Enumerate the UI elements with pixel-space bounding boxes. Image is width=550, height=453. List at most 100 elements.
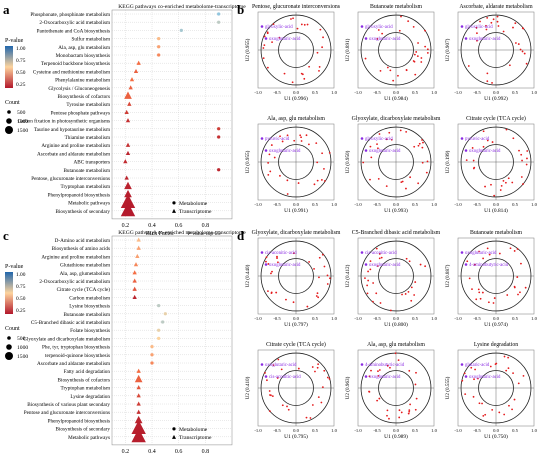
- pathway-label: Taurine and hypotaurine metabolism: [34, 127, 110, 133]
- x-tick-label: -0.5: [473, 202, 481, 207]
- gene-point: [318, 276, 320, 279]
- pathway-point: [217, 135, 221, 139]
- metabolite-point: [364, 149, 368, 152]
- gene-point: [400, 15, 402, 18]
- pathway-label: Biosynthesis of secondary: [56, 426, 111, 433]
- x-tick-label: -0.5: [373, 90, 381, 95]
- x-tick-label: -0.5: [473, 90, 481, 95]
- y-axis-label: U2 (0.440): [244, 264, 251, 287]
- pathway-label: Lysine biosynthesis: [69, 304, 110, 310]
- metabolite-point: [460, 25, 464, 28]
- gene-point: [267, 290, 269, 293]
- gene-point: [481, 402, 483, 405]
- gene-point: [386, 364, 389, 367]
- x-tick-label: -0.5: [273, 428, 281, 433]
- x-axis-label: U1 (0.992): [484, 95, 508, 102]
- x-tick-label: -1.0: [454, 202, 462, 207]
- count-legend-label: 500: [17, 336, 26, 342]
- gene-point: [522, 183, 524, 185]
- gene-point: [408, 409, 411, 412]
- gene-point: [514, 22, 517, 25]
- bubble-chart-c: KEGG pathways co-enriched metabolome-tra…: [5, 230, 246, 453]
- x-axis-label: U1 (0.974): [484, 321, 508, 328]
- pathway-label: Tryptophan metabolism: [60, 184, 110, 190]
- x-tick-label: 1.0: [331, 202, 337, 207]
- gene-point: [366, 284, 369, 287]
- x-tick-label: 0.0: [493, 202, 499, 207]
- pathway-label: Butanoate metabolism: [63, 168, 110, 174]
- pathway-label: 2-Oxocarboxylic acid metabolism: [39, 20, 110, 26]
- gene-point: [473, 263, 476, 266]
- x-tick-label: 0.0: [493, 316, 499, 321]
- gene-point: [308, 65, 311, 68]
- gene-point: [504, 181, 507, 184]
- gene-point: [476, 32, 478, 35]
- count-legend-dot: [7, 336, 11, 340]
- x-axis-label: U1 (0.984): [384, 95, 408, 102]
- x-tick-label: 0.5: [512, 202, 518, 207]
- pathway-point: [179, 28, 183, 33]
- gene-point: [268, 410, 271, 413]
- pathway-point: [150, 353, 154, 357]
- gene-point: [426, 48, 429, 51]
- gene-point: [410, 286, 413, 289]
- x-tick-label: 0.5: [312, 90, 318, 95]
- gene-point: [265, 260, 267, 263]
- gene-point: [321, 386, 324, 389]
- gene-point: [507, 367, 510, 370]
- pathway-point: [157, 45, 161, 49]
- x-tick-label: -1.0: [254, 428, 262, 433]
- gene-point: [405, 69, 408, 72]
- gene-point: [267, 263, 270, 265]
- x-tick-label: 0.0: [293, 428, 299, 433]
- x-tick-label: 1.0: [331, 316, 337, 321]
- gene-point: [424, 29, 426, 32]
- pathway-label: Sulfur metabolism: [72, 36, 110, 43]
- gene-point: [379, 302, 382, 304]
- gene-point: [500, 184, 503, 187]
- gene-point: [368, 390, 371, 393]
- gene-point: [309, 417, 312, 419]
- pathway-label: D-Amino acid metabolism: [55, 238, 110, 244]
- x-tick-label: 0.0: [393, 316, 399, 321]
- pvalue-tick: 0.25: [16, 82, 26, 88]
- x-tick-label: -0.5: [473, 316, 481, 321]
- x-tick-label: 0.8: [202, 449, 210, 453]
- x-tick-label: 1.0: [531, 316, 537, 321]
- gene-point: [316, 161, 319, 164]
- pathway-label: ABC transporters: [74, 160, 110, 166]
- gene-point: [518, 149, 520, 152]
- metabolite-point: [364, 37, 368, 40]
- gene-point: [477, 377, 479, 380]
- gene-point: [314, 370, 316, 373]
- gene-point: [521, 159, 523, 162]
- metabolite-label: oxoglutaric-acid: [469, 37, 501, 42]
- gene-point: [286, 179, 289, 182]
- metabolite-point: [260, 137, 264, 140]
- gene-point: [273, 156, 276, 159]
- gene-point: [482, 257, 485, 260]
- gene-point: [477, 288, 480, 291]
- gene-point: [271, 395, 274, 398]
- gene-point: [505, 128, 508, 131]
- count-legend-label: 1000: [17, 345, 28, 351]
- gene-point: [491, 82, 493, 84]
- gene-point: [392, 79, 395, 82]
- gene-point: [521, 27, 524, 30]
- metabolite-label: pyruvic-acid: [465, 137, 490, 142]
- gene-point: [369, 268, 372, 271]
- gene-point: [484, 413, 487, 416]
- metabolite-point: [460, 251, 464, 254]
- gene-point: [268, 153, 271, 156]
- circle-plot-b-5: Citrate cycle (TCA cycle) pyruvic-acid oxo…: [444, 115, 538, 214]
- pathway-label: Carbon fixation in photosynthetic organi…: [18, 118, 110, 125]
- pathway-label: Ascorbate and aldarate metabolism: [37, 361, 110, 367]
- gene-point: [317, 396, 320, 399]
- gene-point: [272, 364, 275, 366]
- gene-point: [389, 366, 391, 369]
- metabolite-label: oxoglutaric-acid: [369, 149, 401, 154]
- gene-point: [503, 413, 506, 416]
- pathway-point: [217, 168, 221, 172]
- gene-point: [326, 376, 329, 379]
- gene-point: [419, 263, 422, 266]
